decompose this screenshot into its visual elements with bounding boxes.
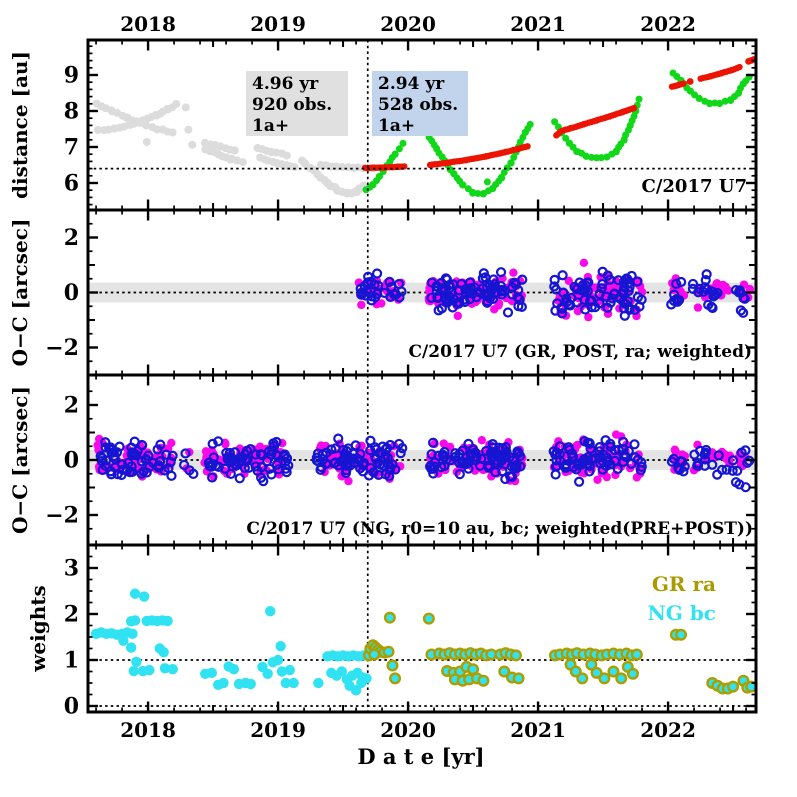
- rms-band: [88, 282, 756, 303]
- y-tick-label: 9: [64, 63, 79, 89]
- y-tick-label: 6: [64, 171, 79, 197]
- year-label-top: 2021: [510, 12, 566, 36]
- panel-caption-distance: C/2017 U7: [642, 176, 748, 197]
- year-label-top: 2020: [380, 12, 436, 36]
- year-label-bottom: 2020: [380, 718, 436, 742]
- year-label-bottom: 2019: [250, 718, 306, 742]
- y-tick-label: 0: [64, 448, 79, 474]
- y-axis-title-distance: distance [au]: [8, 51, 32, 199]
- series-residuals-open: [355, 266, 750, 321]
- year-label-bottom: 2022: [640, 718, 696, 742]
- series-helio-2021: [553, 104, 638, 139]
- info-box-line: 4.96 yr: [252, 74, 319, 94]
- y-tick-label: 3: [64, 556, 79, 582]
- panel-caption-oc_ng: C/2017 U7 (NG, r0=10 au, bc; weighted(PR…: [246, 519, 753, 539]
- y-tick-label: 8: [64, 99, 79, 125]
- series-helio-2022b: [697, 63, 743, 82]
- panel-observation-weights: [88, 545, 756, 712]
- y-tick-label: 1: [64, 648, 79, 674]
- series-singles: [483, 178, 491, 186]
- info-box-line: 2.94 yr: [378, 74, 445, 94]
- series-pre-helio-3: [253, 143, 291, 160]
- y-ticks: [88, 222, 756, 363]
- y-tick-label: 2: [64, 393, 79, 419]
- series-weights-ng-bc-pre: [90, 588, 372, 696]
- year-label-top: 2022: [640, 12, 696, 36]
- series-residuals-open: [95, 433, 755, 493]
- y-axis-title-oc_gr: O−C [arcsec]: [8, 219, 32, 367]
- year-label-bottom: 2018: [120, 718, 176, 742]
- series-geo-2021: [551, 95, 643, 162]
- year-label-top: 2018: [120, 12, 176, 36]
- series-geo-2020: [425, 120, 534, 198]
- series-geo-2019: [362, 139, 407, 194]
- y-axis-title-weights: weights: [26, 585, 50, 673]
- legend-item-gr-ra: GR ra: [652, 572, 716, 596]
- panel-o-c-residuals-gr-post: [88, 210, 756, 375]
- series-pre-geo-3: [256, 153, 299, 172]
- series-singles: [142, 103, 197, 149]
- y-tick-label: 2: [64, 225, 79, 251]
- series-geo-2022: [669, 69, 753, 108]
- series-helio-2020: [426, 143, 531, 169]
- x-axis-title: D a t e [yr]: [357, 744, 484, 769]
- y-tick-label: 2: [64, 602, 79, 628]
- y-tick-label: 7: [64, 135, 79, 161]
- x-ticks: [95, 545, 747, 712]
- series-helio-2022a: [668, 80, 687, 90]
- y-tick-label: 0: [64, 280, 79, 306]
- series-weights-gr-ra-ng-bc-post: [363, 611, 756, 695]
- panel-o-c-residuals-ng-pre-post: [88, 375, 756, 545]
- legend-item-ng-bc: NG bc: [648, 601, 717, 625]
- info-box-line: 1a+: [252, 116, 289, 136]
- x-ticks: [95, 210, 747, 375]
- panel-caption-oc_gr: C/2017 U7 (GR, POST, ra; weighted): [409, 342, 752, 362]
- info-box-line: 1a+: [378, 116, 415, 136]
- y-ticks: [88, 555, 756, 708]
- y-ticks: [88, 45, 756, 206]
- y-tick-label: −2: [45, 335, 79, 361]
- y-axis-title-oc_ng: O−C [arcsec]: [8, 386, 32, 534]
- series-singles: [686, 78, 694, 85]
- info-box-line: 920 obs.: [252, 95, 332, 115]
- info-box-line: 528 obs.: [378, 95, 458, 115]
- series-pre-helio-2: [200, 138, 239, 155]
- series-pre-geo-1: [93, 99, 181, 135]
- series-pre-geo-2: [201, 145, 247, 167]
- y-tick-label: 0: [64, 694, 79, 720]
- panel-heliocentric-and-geocentric-distance: [88, 40, 756, 210]
- y-tick-label: −2: [45, 503, 79, 529]
- y-ticks: [88, 390, 756, 530]
- year-label-bottom: 2021: [510, 718, 566, 742]
- panel-frame: [86, 543, 758, 714]
- year-label-top: 2019: [250, 12, 306, 36]
